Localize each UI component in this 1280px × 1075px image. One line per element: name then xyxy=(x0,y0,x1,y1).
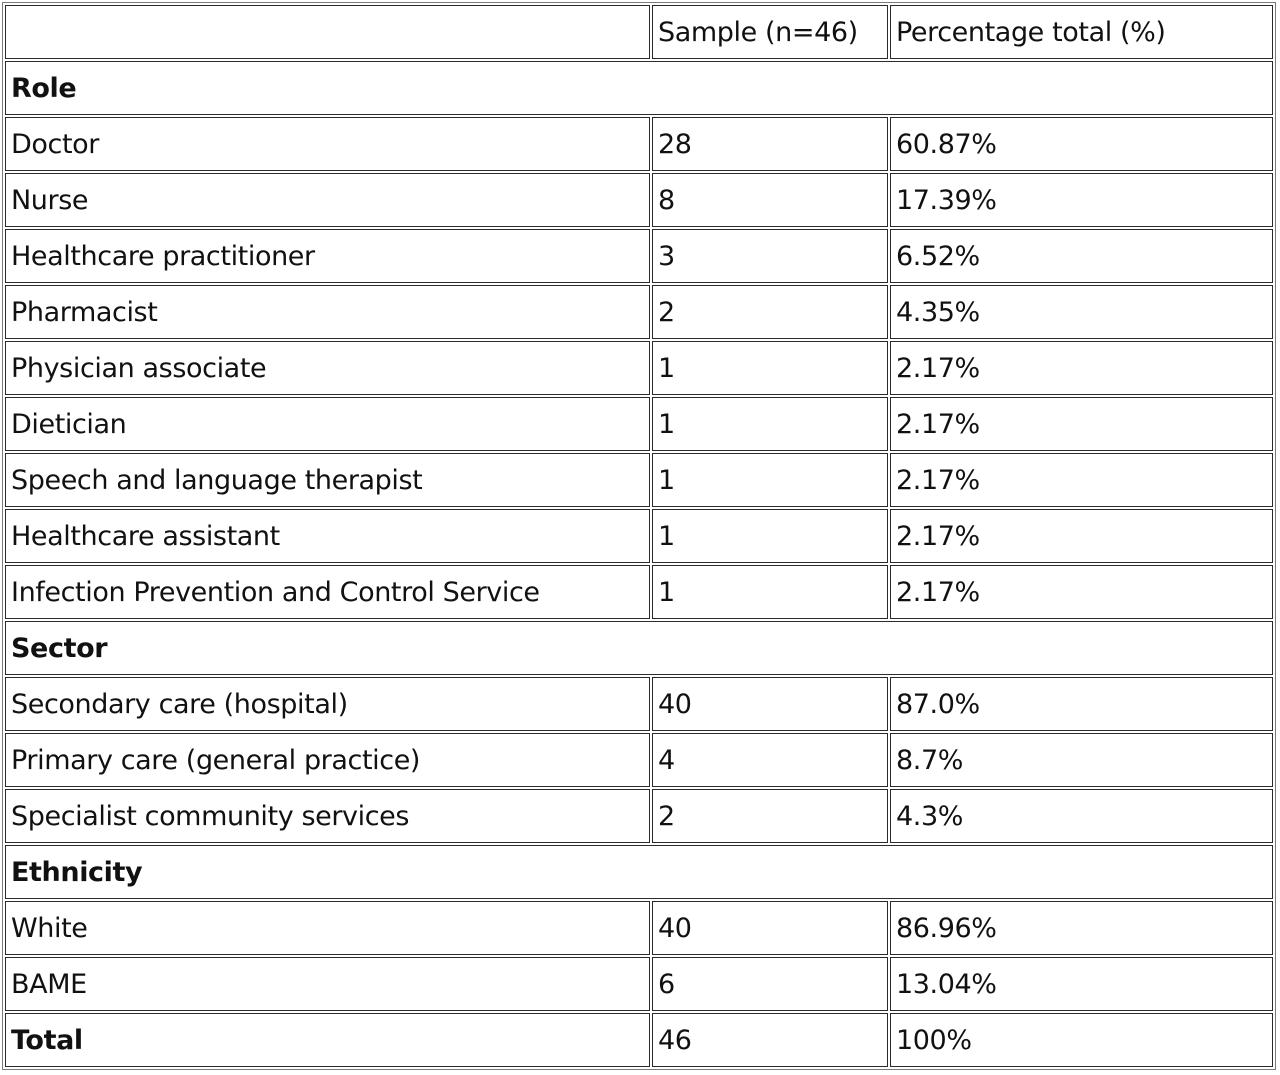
table-row: Specialist community services 2 4.3% xyxy=(5,789,1273,843)
row-sample: 3 xyxy=(652,229,888,283)
row-label: Infection Prevention and Control Service xyxy=(5,565,650,619)
header-cell-sample: Sample (n=46) xyxy=(652,5,888,59)
table-row: Pharmacist 2 4.35% xyxy=(5,285,1273,339)
row-label: Dietician xyxy=(5,397,650,451)
row-percentage: 2.17% xyxy=(890,453,1273,507)
row-sample: 2 xyxy=(652,285,888,339)
row-label: Primary care (general practice) xyxy=(5,733,650,787)
total-row: Total 46 100% xyxy=(5,1013,1273,1067)
total-label: Total xyxy=(5,1013,650,1067)
row-label: BAME xyxy=(5,957,650,1011)
table-row: Nurse 8 17.39% xyxy=(5,173,1273,227)
row-label: Nurse xyxy=(5,173,650,227)
table-row: Doctor 28 60.87% xyxy=(5,117,1273,171)
row-label: Pharmacist xyxy=(5,285,650,339)
row-percentage: 2.17% xyxy=(890,397,1273,451)
row-label: Specialist community services xyxy=(5,789,650,843)
row-percentage: 87.0% xyxy=(890,677,1273,731)
row-sample: 1 xyxy=(652,453,888,507)
table-row: White 40 86.96% xyxy=(5,901,1273,955)
section-title-ethnicity: Ethnicity xyxy=(5,845,1273,899)
row-label: White xyxy=(5,901,650,955)
row-sample: 40 xyxy=(652,901,888,955)
section-row-sector: Sector xyxy=(5,621,1273,675)
section-row-ethnicity: Ethnicity xyxy=(5,845,1273,899)
row-percentage: 4.35% xyxy=(890,285,1273,339)
row-percentage: 4.3% xyxy=(890,789,1273,843)
row-percentage: 86.96% xyxy=(890,901,1273,955)
row-sample: 8 xyxy=(652,173,888,227)
row-percentage: 8.7% xyxy=(890,733,1273,787)
total-sample: 46 xyxy=(652,1013,888,1067)
table-row: Healthcare assistant 1 2.17% xyxy=(5,509,1273,563)
header-cell-label xyxy=(5,5,650,59)
row-sample: 6 xyxy=(652,957,888,1011)
row-percentage: 60.87% xyxy=(890,117,1273,171)
section-row-role: Role xyxy=(5,61,1273,115)
row-percentage: 13.04% xyxy=(890,957,1273,1011)
row-label: Speech and language therapist xyxy=(5,453,650,507)
row-sample: 4 xyxy=(652,733,888,787)
table-row: Infection Prevention and Control Service… xyxy=(5,565,1273,619)
table-row: Dietician 1 2.17% xyxy=(5,397,1273,451)
row-label: Secondary care (hospital) xyxy=(5,677,650,731)
row-percentage: 2.17% xyxy=(890,565,1273,619)
total-percentage: 100% xyxy=(890,1013,1273,1067)
row-label: Physician associate xyxy=(5,341,650,395)
row-percentage: 17.39% xyxy=(890,173,1273,227)
row-sample: 1 xyxy=(652,341,888,395)
row-label: Healthcare practitioner xyxy=(5,229,650,283)
row-sample: 2 xyxy=(652,789,888,843)
row-sample: 1 xyxy=(652,509,888,563)
row-percentage: 6.52% xyxy=(890,229,1273,283)
row-label: Healthcare assistant xyxy=(5,509,650,563)
header-row: Sample (n=46) Percentage total (%) xyxy=(5,5,1273,59)
row-sample: 28 xyxy=(652,117,888,171)
row-sample: 40 xyxy=(652,677,888,731)
row-label: Doctor xyxy=(5,117,650,171)
table-row: Secondary care (hospital) 40 87.0% xyxy=(5,677,1273,731)
table-row: BAME 6 13.04% xyxy=(5,957,1273,1011)
table-row: Physician associate 1 2.17% xyxy=(5,341,1273,395)
row-sample: 1 xyxy=(652,397,888,451)
row-percentage: 2.17% xyxy=(890,509,1273,563)
table-row: Primary care (general practice) 4 8.7% xyxy=(5,733,1273,787)
table-row: Speech and language therapist 1 2.17% xyxy=(5,453,1273,507)
table-row: Healthcare practitioner 3 6.52% xyxy=(5,229,1273,283)
row-percentage: 2.17% xyxy=(890,341,1273,395)
section-title-sector: Sector xyxy=(5,621,1273,675)
header-cell-percentage: Percentage total (%) xyxy=(890,5,1273,59)
section-title-role: Role xyxy=(5,61,1273,115)
demographics-table: Sample (n=46) Percentage total (%) Role … xyxy=(3,3,1275,1069)
row-sample: 1 xyxy=(652,565,888,619)
